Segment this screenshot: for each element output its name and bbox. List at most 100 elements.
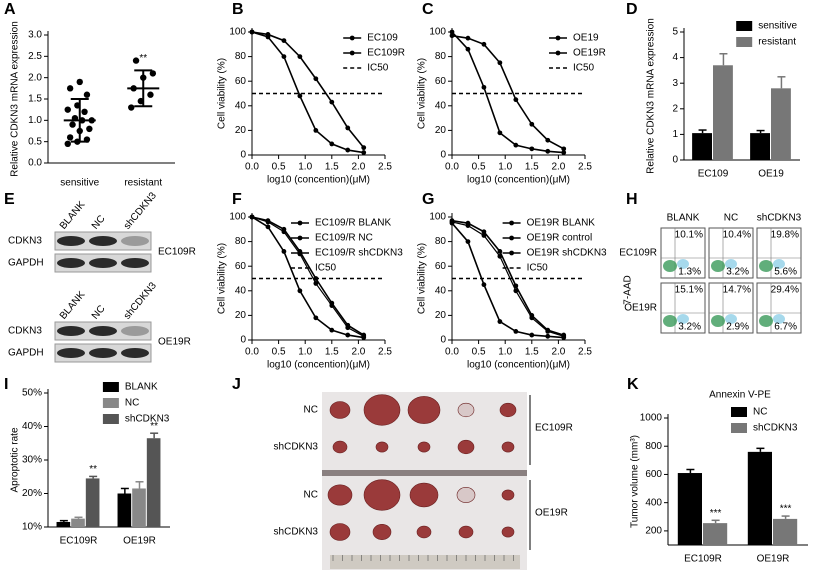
row-label: shCDKN3 <box>274 442 319 453</box>
data-point <box>561 335 567 340</box>
blot-band <box>57 258 85 268</box>
y-tick-label: 1 <box>672 129 678 140</box>
legend-label: OE19R <box>573 48 606 59</box>
blot-band <box>57 348 85 358</box>
column-label: shCDKN3 <box>757 213 802 224</box>
y-tick-label: 0.0 <box>28 158 42 169</box>
legend-label: IC50 <box>527 263 549 274</box>
quadrant-upper: 15.1% <box>675 285 703 296</box>
quadrant-lower: 2.9% <box>726 322 749 333</box>
cell-cloud <box>773 314 785 324</box>
legend-label: OE19 <box>573 33 599 44</box>
data-point <box>481 84 487 90</box>
y-tick-label: 100 <box>229 27 246 38</box>
data-point <box>449 33 455 39</box>
column-label: NC <box>724 213 738 224</box>
legend-label: OE19R control <box>527 233 593 244</box>
data-point <box>481 233 487 238</box>
y-tick-label: 10% <box>22 522 42 533</box>
y-tick-label: 4 <box>672 52 678 63</box>
bar <box>85 478 100 527</box>
y-tick-label: 2.5 <box>28 51 42 62</box>
quadrant-lower: 1.3% <box>678 267 701 278</box>
y-axis-label: Aproptotic rate <box>10 427 21 492</box>
row-label: CDKN3 <box>8 326 42 337</box>
bar <box>771 88 791 160</box>
quadrant-upper: 10.1% <box>675 230 703 241</box>
data-point <box>513 288 519 294</box>
x-tick-label: 0.0 <box>445 162 459 173</box>
tumor <box>327 484 353 506</box>
x-tick-label: sensitive <box>60 178 99 189</box>
cell-cloud <box>725 259 737 269</box>
x-tick-label: 2.5 <box>378 162 392 173</box>
legend-label: shCDKN3 <box>753 423 798 434</box>
data-point <box>545 148 551 154</box>
panel-label: C <box>422 1 434 18</box>
legend-swatch <box>102 382 119 392</box>
x-tick-label: resistant <box>124 178 162 189</box>
data-point <box>449 220 455 226</box>
data-point <box>313 315 319 321</box>
row-label: EC109R <box>619 248 657 259</box>
bar <box>146 438 161 527</box>
legend-label: EC109R <box>367 48 405 59</box>
lane-label: NC <box>90 303 108 321</box>
y-axis-label: Cell viability (%) <box>417 58 428 129</box>
bar <box>747 451 772 545</box>
data-point <box>81 108 88 116</box>
data-point <box>561 150 567 155</box>
legend-label: NC <box>125 398 139 409</box>
data-point <box>449 29 455 35</box>
legend-swatch <box>731 423 747 433</box>
y-tick-label: 40 <box>435 100 447 111</box>
group-label: EC109R <box>535 423 573 434</box>
data-point <box>561 146 567 152</box>
x-axis-label: log10 (concention)(μM) <box>467 360 570 371</box>
bar <box>71 518 85 527</box>
cell-cloud <box>759 260 773 272</box>
tumor <box>372 524 392 540</box>
panel-label: H <box>626 191 638 208</box>
y-tick-label: 80 <box>235 236 247 247</box>
annotation: ** <box>139 53 147 64</box>
x-tick-label: 1.5 <box>325 162 339 173</box>
column-label: BLANK <box>667 213 700 224</box>
data-point <box>281 54 287 59</box>
series-line <box>451 222 564 339</box>
data-point <box>497 253 503 259</box>
cell-cloud <box>711 260 725 272</box>
legend-label: EC109 <box>367 33 398 44</box>
panel-label: F <box>232 191 242 208</box>
data-point <box>265 224 271 230</box>
x-tick-label: 2.5 <box>378 347 392 358</box>
y-tick-label: 100 <box>229 212 246 223</box>
x-axis-label: log10 (concention)(μM) <box>467 175 570 186</box>
x-tick-label: 1.5 <box>525 347 539 358</box>
y-tick-label: 3 <box>672 78 678 89</box>
cell-cloud <box>725 314 737 324</box>
legend-marker <box>509 235 514 241</box>
y-tick-label: 20 <box>435 310 447 321</box>
legend-label: IC50 <box>315 263 337 274</box>
data-point <box>128 104 135 111</box>
data-point <box>361 335 367 340</box>
data-point <box>69 121 76 128</box>
data-point <box>313 276 319 281</box>
legend-marker <box>509 220 514 226</box>
data-point <box>497 249 503 254</box>
data-point <box>76 78 83 86</box>
y-tick-label: 40 <box>235 285 247 296</box>
cell-line-label: EC109R <box>158 247 196 258</box>
panel-label: J <box>232 376 241 393</box>
x-tick-label: 2.0 <box>551 162 565 173</box>
ruler <box>330 555 520 569</box>
bar <box>713 65 733 160</box>
data-point <box>345 147 351 153</box>
quadrant-lower: 3.2% <box>726 267 749 278</box>
data-point <box>249 214 255 220</box>
data-point <box>66 85 74 92</box>
blot-band <box>121 326 149 336</box>
panel-label: B <box>232 1 244 18</box>
legend-marker <box>349 50 355 56</box>
